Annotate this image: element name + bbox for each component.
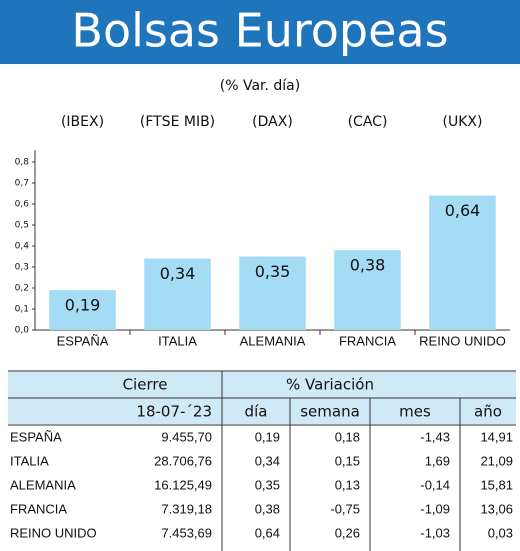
table-cell: 0,26 — [335, 525, 360, 540]
bar-value-label: 0,35 — [255, 262, 291, 281]
table-cell: 15,81 — [480, 477, 513, 492]
bar-value-label: 0,34 — [160, 264, 196, 283]
bar — [144, 258, 211, 330]
table-cell: REINO UNIDO — [10, 525, 97, 540]
x-tick-label: ALEMANIA — [240, 333, 306, 348]
y-tick-label: 0,5 — [15, 221, 29, 231]
table-lines — [8, 370, 516, 551]
table-cell: 0,35 — [255, 477, 280, 492]
category-code: (CAC) — [348, 114, 388, 130]
table-cell: 28.706,76 — [154, 453, 212, 468]
bar — [239, 256, 306, 330]
y-tick-label: 0,3 — [15, 263, 29, 273]
table-column-header: día — [245, 403, 268, 421]
table-cell: 0,15 — [335, 453, 360, 468]
table-cell: 1,69 — [425, 453, 450, 468]
table-cell: 0,64 — [255, 525, 280, 540]
table-group-header: Cierre — [123, 376, 168, 394]
table-cell: 0,13 — [335, 477, 360, 492]
table-cell: 21,09 — [480, 453, 513, 468]
table-column-header: año — [474, 403, 502, 421]
bar — [49, 290, 116, 330]
table-cell: -0,75 — [330, 501, 360, 516]
x-tick-label: REINO UNIDO — [419, 333, 506, 348]
y-tick-label: 0,0 — [15, 326, 30, 336]
table-cell: 0,18 — [335, 429, 360, 444]
table-cell: 7.319,18 — [161, 501, 212, 516]
table-cell: 0,38 — [255, 501, 280, 516]
category-code: (IBEX) — [61, 114, 104, 130]
table-cell: -1,43 — [420, 429, 450, 444]
category-code: (UKX) — [443, 114, 483, 130]
bar-value-label: 0,38 — [350, 256, 386, 275]
table-cell: 0,19 — [255, 429, 280, 444]
table-cell: -1,03 — [420, 525, 450, 540]
x-tick-label: ESPAÑA — [57, 333, 109, 348]
table-cell: 7.453,69 — [161, 525, 212, 540]
y-tick-label: 0,2 — [15, 284, 29, 294]
table-cell: 16.125,49 — [154, 477, 212, 492]
bar-value-label: 0,64 — [445, 201, 481, 220]
bar-value-label: 0,19 — [65, 296, 101, 315]
table-cell: 14,91 — [480, 429, 513, 444]
y-tick-label: 0,7 — [15, 179, 29, 189]
table-cell: ALEMANIA — [10, 477, 76, 492]
y-tick-label: 0,1 — [15, 305, 29, 315]
bar — [429, 195, 496, 330]
chart-title: Bolsas Europeas — [71, 4, 448, 58]
title-banner — [0, 0, 520, 64]
category-code: (FTSE MIB) — [140, 114, 215, 130]
table-cell: -1,09 — [420, 501, 450, 516]
table-cell: ITALIA — [10, 453, 49, 468]
table-cell: 0,34 — [255, 453, 280, 468]
y-tick-label: 0,4 — [15, 242, 30, 252]
y-tick-label: 0,8 — [15, 158, 30, 168]
table-group-header: % Variación — [286, 376, 374, 394]
chart-subtitle: (% Var. día) — [220, 78, 300, 94]
table-cell: -0,14 — [420, 477, 450, 492]
table-cell: FRANCIA — [10, 501, 67, 516]
table-cell: 9.455,70 — [161, 429, 212, 444]
y-tick-label: 0,6 — [15, 200, 30, 210]
x-tick-label: ITALIA — [158, 333, 197, 348]
table-cell: ESPAÑA — [10, 429, 62, 444]
table-cell: 0,03 — [488, 525, 513, 540]
table-column-header: 18-07-´23 — [136, 403, 212, 421]
category-code: (DAX) — [252, 114, 293, 130]
table-cell: 13,06 — [480, 501, 513, 516]
table-column-header: mes — [399, 403, 431, 421]
bar — [334, 250, 401, 330]
x-tick-label: FRANCIA — [339, 333, 396, 348]
table-column-header: semana — [300, 403, 360, 421]
